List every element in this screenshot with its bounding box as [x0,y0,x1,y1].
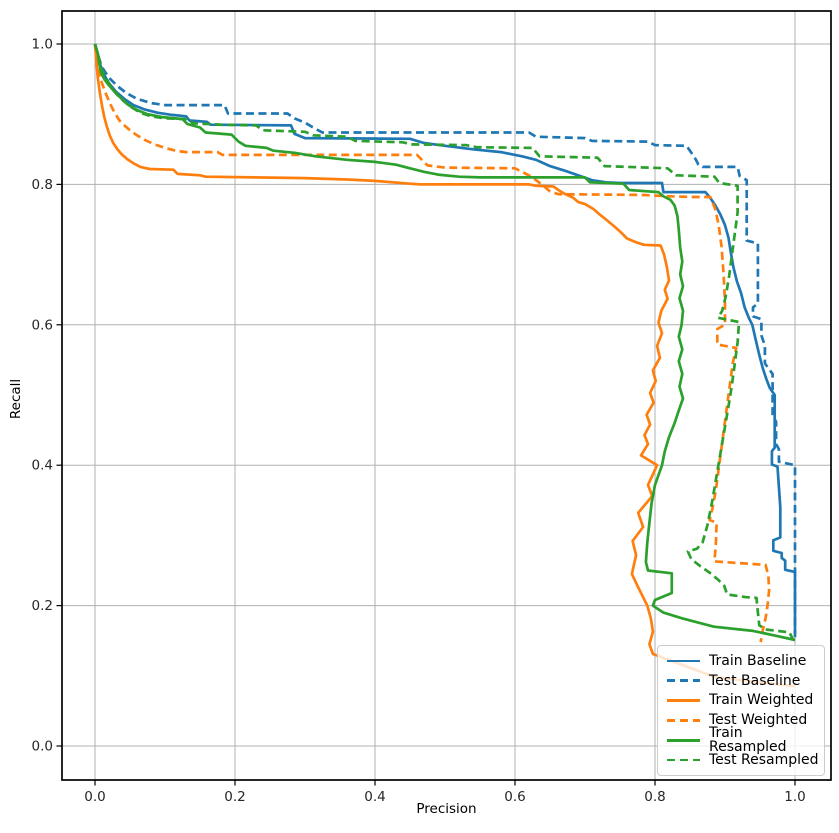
legend-item-test-baseline: Test Baseline [658,671,824,691]
y-tick-label-0.2: 0.2 [32,598,53,614]
x-tick-label-1.0: 1.0 [784,789,805,805]
curve-train-weighted [93,43,796,688]
legend-line-train-resampled [667,738,700,742]
y-tick-label-0.4: 0.4 [32,458,53,474]
x-tick-label-0.8: 0.8 [644,789,665,805]
curve-train-resampled [93,43,796,642]
legend-line-test-resampled [667,758,700,762]
y-axis-label: Recall [8,378,24,420]
x-tick-label-0.4: 0.4 [364,789,385,805]
x-tick-label-0.0: 0.0 [84,789,105,805]
legend-label: Train Weighted [709,692,814,709]
legend-item-test-resampled: Test Resampled [658,750,824,770]
x-tick-label-0.6: 0.6 [504,789,525,805]
legend-line-train-baseline [667,659,700,663]
curve-test-baseline [93,43,797,634]
legend-line-test-weighted [667,718,700,722]
legend-label: Train Baseline [709,652,807,669]
y-tick-label-0.8: 0.8 [32,177,53,193]
legend: Train Baseline Test Baseline Train Weigh… [657,645,825,776]
legend-label: Test Weighted [709,712,808,729]
y-tick-label-0.0: 0.0 [32,739,53,755]
curve-test-weighted [93,43,771,643]
curve-train-baseline [93,43,797,638]
legend-item-train-weighted: Train Weighted [658,691,824,711]
y-tick-label-1.0: 1.0 [32,37,53,53]
x-axis-label: Precision [416,801,477,817]
legend-item-train-baseline: Train Baseline [658,651,824,671]
x-tick-label-0.2: 0.2 [224,789,245,805]
legend-line-train-weighted [667,699,700,702]
legend-label: Test Baseline [709,672,801,689]
curve-test-resampled [93,43,795,644]
legend-label: Train Resampled [709,725,787,756]
y-tick-label-0.6: 0.6 [32,317,53,333]
legend-label: Test Resampled [709,752,819,769]
plot-border [61,10,832,781]
legend-line-test-baseline [667,679,700,683]
legend-item-test-weighted: Test Weighted [658,710,824,730]
legend-item-train-resampled: Train Resampled [658,726,824,754]
